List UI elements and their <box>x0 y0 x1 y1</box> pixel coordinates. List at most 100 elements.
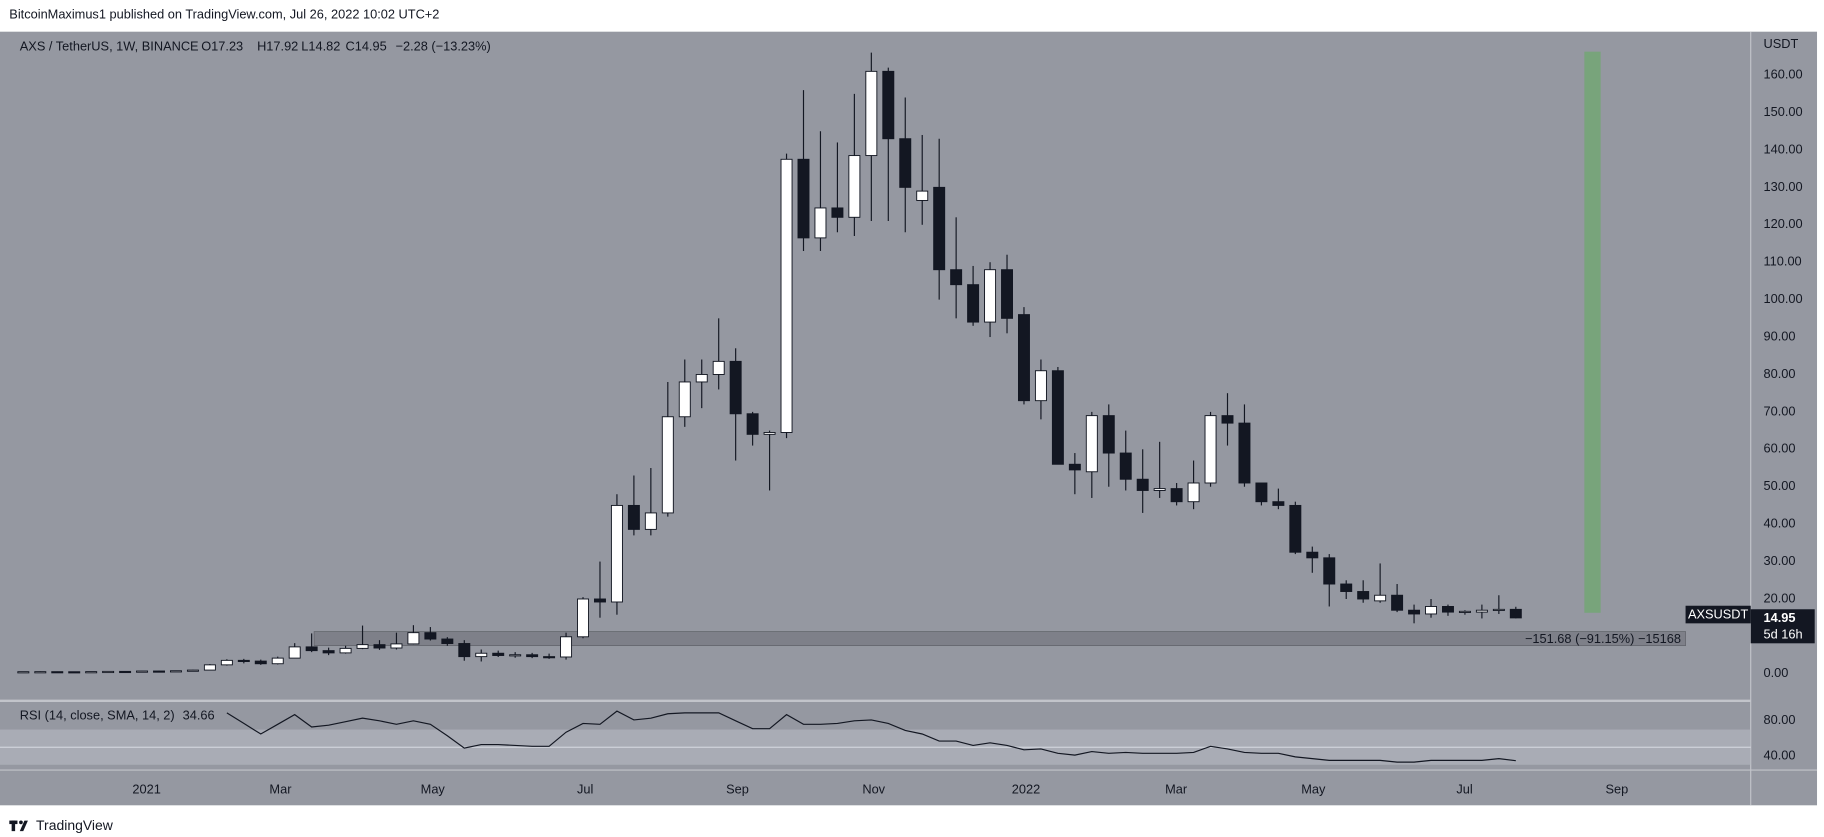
footer-logo <box>9 820 28 832</box>
candle-body <box>543 656 556 659</box>
candle-body <box>1204 415 1217 484</box>
candle-body <box>1170 488 1183 503</box>
candle-body <box>220 659 233 666</box>
candle-body <box>271 657 284 665</box>
y-tick-label: 30.00 <box>1764 553 1796 568</box>
candle-body <box>560 636 573 658</box>
x-tick-label: May <box>1301 781 1326 796</box>
candle-body <box>68 671 81 674</box>
candle-body <box>169 670 182 673</box>
candle-body <box>1442 606 1454 613</box>
candle-body <box>237 659 250 663</box>
candle-body <box>1425 606 1437 615</box>
candle-body <box>627 504 640 530</box>
candle-body <box>916 190 929 201</box>
y-tick-label: 140.00 <box>1764 141 1803 156</box>
candle-body <box>1034 370 1047 402</box>
x-tick-label: Mar <box>269 781 292 796</box>
x-tick-label: Jul <box>577 781 593 796</box>
y-tick-label: 70.00 <box>1764 403 1796 418</box>
y-tick-label: 60.00 <box>1764 441 1796 456</box>
candle-body <box>1017 314 1030 402</box>
candle-body <box>610 504 623 603</box>
candle-body <box>458 643 471 658</box>
highlight-bar <box>1584 51 1601 613</box>
candle-body <box>1221 415 1234 424</box>
candle-body <box>475 652 488 658</box>
candle-body <box>1306 551 1319 559</box>
candle-body <box>1357 591 1370 600</box>
candle-body <box>814 207 827 239</box>
candle-body <box>1391 594 1404 611</box>
y-tick-label: 40.00 <box>1764 516 1796 531</box>
candle-body <box>1340 583 1353 592</box>
y-tick-label: 160.00 <box>1764 66 1803 81</box>
candle-body <box>51 671 64 674</box>
candle-body <box>1458 610 1471 613</box>
candle-body <box>1136 478 1149 491</box>
candle-body <box>712 360 725 375</box>
candle-body <box>1238 422 1251 484</box>
candle-body <box>203 664 216 671</box>
candle-body <box>865 70 878 157</box>
candle-body <box>322 650 335 654</box>
x-tick-label: 2022 <box>1012 781 1040 796</box>
last-price-tag <box>1750 609 1815 644</box>
candle-body <box>780 158 793 433</box>
candle-body <box>1374 594 1387 602</box>
candle-body <box>102 670 115 674</box>
ohlc-legend-item: L14.82 <box>301 38 340 53</box>
y-tick-label: 50.00 <box>1764 478 1796 493</box>
candle-body <box>288 646 301 659</box>
candle-body <box>441 638 454 644</box>
rsi-y-tick-label: 80.00 <box>1764 712 1796 727</box>
candle-body <box>1051 370 1064 465</box>
x-tick-label: 2021 <box>132 781 160 796</box>
chart-title: AXS / TetherUS, 1W, BINANCE <box>20 38 199 53</box>
candle-body <box>34 671 47 674</box>
candle-body <box>1153 488 1166 491</box>
candle-body <box>1323 557 1336 585</box>
rsi-y-tick-label: 40.00 <box>1764 747 1796 762</box>
candle-body <box>678 381 691 418</box>
y-tick-label: 110.00 <box>1764 254 1802 269</box>
candle-body <box>967 284 980 323</box>
x-tick-label: Sep <box>1606 781 1629 796</box>
y-tick-label: 100.00 <box>1764 291 1803 306</box>
candle-body <box>831 207 844 218</box>
candle-body <box>882 70 895 140</box>
candle-body <box>848 155 861 218</box>
candle-body <box>695 373 708 383</box>
candle-body <box>339 647 352 654</box>
candle-body <box>933 186 946 271</box>
candle-body <box>1001 269 1013 319</box>
candle-body <box>509 654 522 657</box>
y-tick-label: 0.00 <box>1764 665 1789 680</box>
ohlc-legend-item: H17.92 <box>257 38 298 53</box>
candle-body <box>186 669 199 672</box>
y-tick-label: 150.00 <box>1764 104 1803 119</box>
candle-body <box>1187 482 1200 503</box>
candle-body <box>424 632 437 640</box>
symbol-tag-label: AXSUSDT <box>1688 606 1749 621</box>
candle-body <box>153 670 165 673</box>
last-price-label: 14.95 <box>1764 610 1796 625</box>
candle-body <box>526 654 539 658</box>
rsi-line <box>226 710 1516 763</box>
candle-body <box>577 598 589 638</box>
candle-body <box>1102 415 1115 454</box>
candle-body <box>644 512 657 530</box>
candle-body <box>390 643 403 649</box>
candle-body <box>119 670 132 674</box>
x-tick-label: Sep <box>726 781 749 796</box>
candle-body <box>1492 608 1505 611</box>
candle-body <box>797 158 810 239</box>
countdown-label: 5d 16h <box>1764 626 1803 641</box>
rsi-title: RSI (14, close, SMA, 14, 2) <box>20 707 175 722</box>
candle-body <box>407 632 420 645</box>
candle-body <box>661 416 674 514</box>
candle-body <box>1119 452 1132 480</box>
footer-brand: TradingView <box>36 817 114 833</box>
symbol-tag <box>1685 605 1751 624</box>
